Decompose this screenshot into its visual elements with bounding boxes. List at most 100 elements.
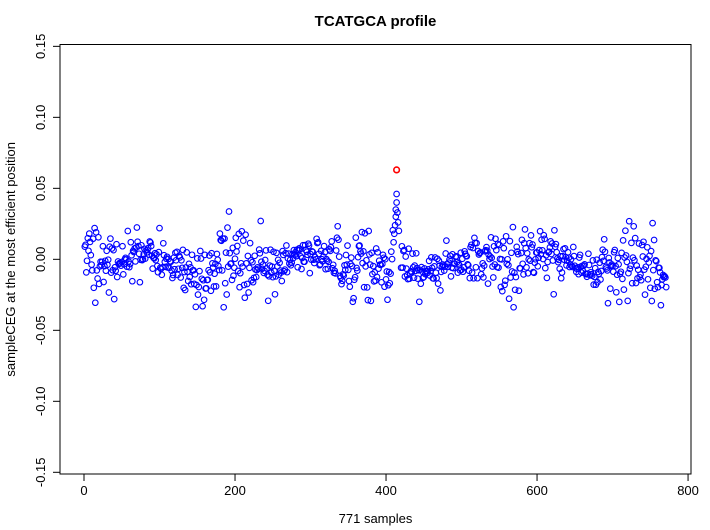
data-point	[530, 269, 538, 277]
data-point	[113, 240, 120, 248]
data-point	[395, 227, 403, 235]
data-point	[209, 260, 216, 267]
data-points-layer	[81, 166, 670, 311]
data-point	[273, 249, 280, 257]
data-point	[399, 264, 406, 271]
data-point	[126, 260, 134, 268]
data-point	[188, 251, 196, 259]
data-point	[519, 260, 527, 268]
data-point	[464, 261, 471, 268]
data-point	[480, 262, 488, 269]
data-point	[434, 280, 442, 287]
data-point	[626, 265, 634, 273]
data-point	[521, 226, 529, 233]
data-point	[430, 275, 437, 282]
data-point	[231, 255, 239, 263]
data-point	[520, 271, 527, 278]
data-point	[146, 238, 154, 245]
data-point	[110, 246, 117, 254]
data-point	[543, 274, 551, 282]
y-tick-label: 0.05	[33, 176, 48, 201]
data-point	[499, 238, 507, 245]
data-point	[294, 263, 302, 271]
data-point	[232, 234, 240, 242]
data-point	[505, 295, 513, 303]
data-point	[323, 257, 331, 265]
data-point	[604, 299, 612, 307]
data-point	[463, 252, 471, 260]
data-point	[502, 232, 510, 240]
data-point	[492, 246, 500, 254]
data-point	[224, 224, 231, 231]
data-point	[509, 223, 517, 231]
data-point	[177, 274, 185, 281]
data-point	[112, 267, 120, 275]
data-point	[227, 260, 235, 267]
data-point	[283, 268, 291, 276]
data-point	[169, 271, 177, 279]
data-point	[486, 253, 494, 260]
data-point	[350, 294, 357, 302]
data-point	[192, 303, 200, 311]
data-point	[88, 267, 96, 274]
data-point	[529, 241, 536, 248]
data-point	[611, 246, 619, 254]
data-point	[328, 238, 336, 245]
data-point	[498, 287, 506, 295]
data-point	[313, 235, 320, 243]
data-point	[631, 256, 638, 264]
data-point	[90, 284, 98, 292]
data-point	[256, 249, 264, 257]
data-point	[497, 283, 505, 291]
data-point	[488, 254, 496, 262]
data-point	[535, 246, 543, 254]
data-point	[221, 279, 229, 287]
data-point	[183, 249, 191, 256]
data-point	[257, 217, 265, 225]
y-tick-label: -0.10	[33, 386, 48, 416]
data-point	[457, 249, 465, 257]
data-point	[662, 274, 669, 281]
data-point	[473, 239, 480, 247]
data-point	[598, 253, 606, 261]
data-point	[596, 259, 604, 267]
data-point	[305, 242, 313, 249]
data-point	[156, 224, 163, 232]
data-point	[352, 234, 360, 241]
data-point	[119, 242, 126, 250]
data-point	[110, 295, 118, 303]
data-point	[191, 270, 199, 278]
data-point	[334, 222, 342, 230]
data-point	[630, 222, 638, 230]
data-point	[536, 227, 544, 235]
data-point	[124, 227, 132, 235]
data-point	[528, 243, 536, 251]
data-point	[600, 257, 607, 265]
data-point	[657, 301, 665, 309]
data-point	[382, 276, 390, 283]
data-point	[181, 286, 189, 294]
data-point	[239, 237, 247, 244]
data-point	[619, 275, 626, 283]
data-point	[637, 276, 645, 284]
data-point	[245, 289, 252, 296]
y-tick-label: 0.15	[33, 34, 48, 59]
data-point	[301, 258, 308, 266]
data-point	[306, 269, 314, 277]
data-point	[320, 242, 328, 250]
data-point	[317, 247, 325, 255]
data-point	[402, 253, 410, 260]
data-point	[385, 268, 393, 276]
data-point	[82, 241, 89, 249]
data-point	[223, 291, 231, 298]
data-point	[214, 256, 222, 264]
data-point	[529, 268, 537, 276]
data-point	[558, 269, 566, 276]
data-point	[515, 287, 523, 295]
data-point	[508, 249, 515, 257]
data-point	[282, 249, 289, 257]
data-point	[342, 251, 350, 259]
data-point	[641, 291, 649, 298]
data-point	[459, 268, 467, 276]
